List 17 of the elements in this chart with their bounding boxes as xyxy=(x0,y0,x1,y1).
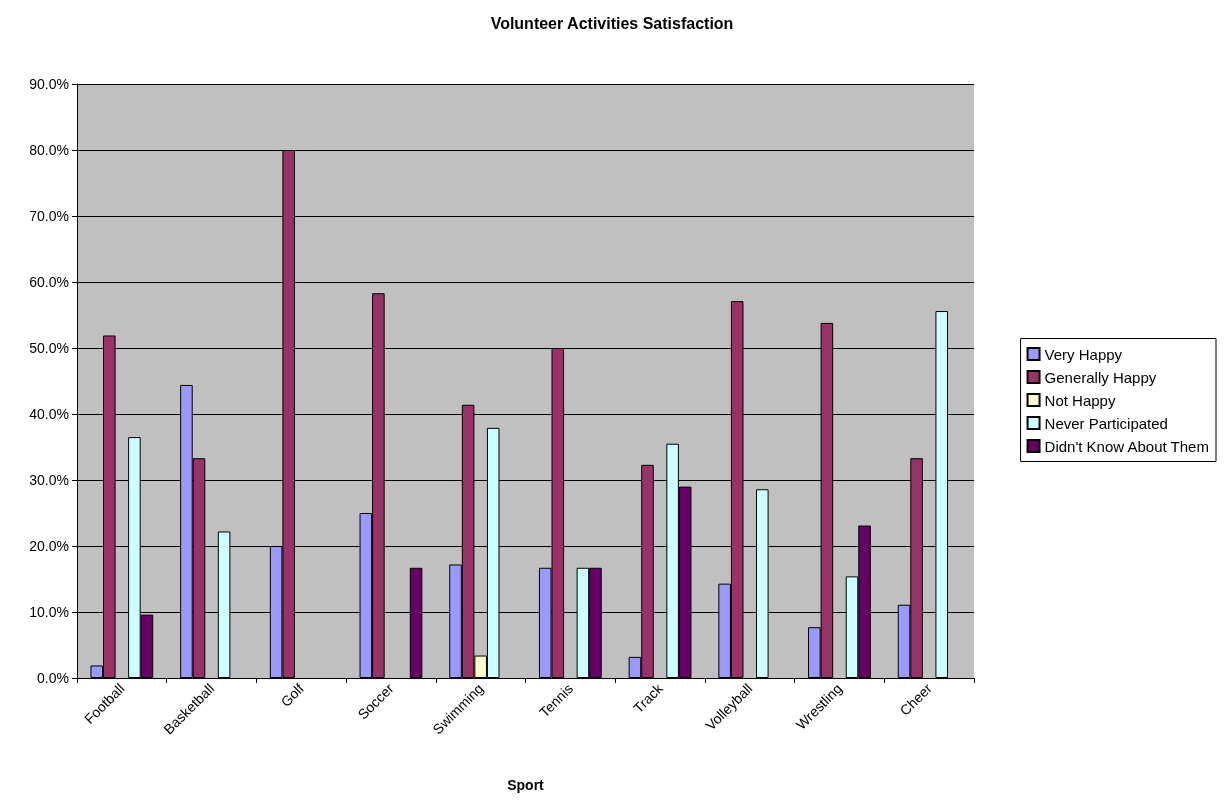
y-tick-label: 40.0% xyxy=(29,406,69,422)
y-tick-label: 90.0% xyxy=(29,76,69,92)
y-tick-label: 50.0% xyxy=(29,340,69,356)
y-tick-label: 20.0% xyxy=(29,538,69,554)
legend-label: Generally Happy xyxy=(1044,368,1157,386)
legend-label: Not Happy xyxy=(1044,391,1116,409)
y-tick-label: 10.0% xyxy=(29,604,69,620)
y-tick-label: 80.0% xyxy=(29,142,69,158)
y-tick-label: 0.0% xyxy=(37,670,69,686)
y-tick-label: 70.0% xyxy=(29,208,69,224)
y-tick-label: 60.0% xyxy=(29,274,69,290)
x-axis-title: Sport xyxy=(507,777,545,793)
chart-title: Volunteer Activities Satisfaction xyxy=(490,14,734,32)
legend-label: Very Happy xyxy=(1044,345,1123,363)
legend-label: Never Participated xyxy=(1044,414,1168,432)
legend-label: Didn't Know About Them xyxy=(1044,437,1209,455)
y-tick-label: 30.0% xyxy=(29,472,69,488)
